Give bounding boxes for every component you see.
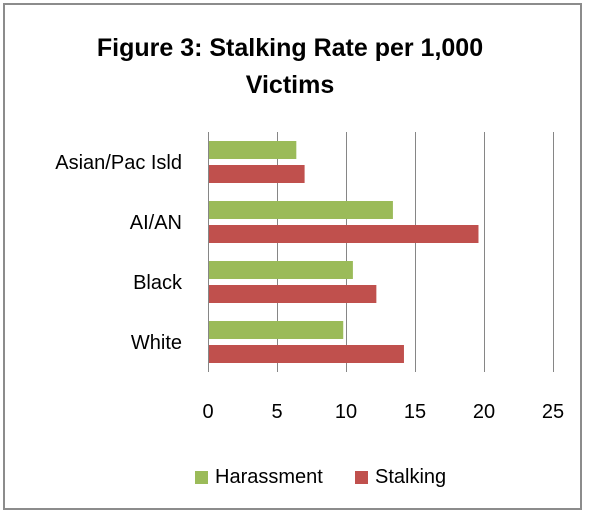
stalking-bar [209, 225, 479, 243]
y-tick-label: Black [133, 272, 183, 294]
chart-frame [3, 3, 582, 510]
harassment-bar [209, 321, 344, 339]
chart-title: Figure 3: Stalking Rate per 1,000 Victim… [40, 30, 540, 104]
x-tick-label: 0 [202, 401, 213, 423]
legend-label-stalking: Stalking [375, 466, 447, 488]
harassment-bar [209, 141, 297, 159]
legend-label-harassment: Harassment [215, 466, 323, 488]
y-tick-label: Asian/Pac Isld [55, 152, 182, 174]
legend-item-harassment: Harassment [195, 466, 323, 489]
legend-swatch-harassment [195, 471, 208, 484]
x-tick-label: 20 [473, 401, 495, 423]
y-tick-label: AI/AN [130, 212, 182, 234]
chart-title-line-1: Figure 3: Stalking Rate per 1,000 [96, 34, 484, 62]
legend-item-stalking: Stalking [355, 466, 446, 489]
harassment-bar [209, 261, 353, 279]
stalking-bar [209, 345, 404, 363]
legend-swatch-stalking [355, 471, 368, 484]
x-tick-label: 10 [335, 401, 357, 423]
x-tick-label: 5 [271, 401, 282, 423]
harassment-bar [209, 201, 393, 219]
y-tick-label: White [131, 332, 182, 354]
x-tick-label: 15 [404, 401, 426, 423]
chart-legend: Harassment Stalking [0, 466, 589, 496]
stalking-bar [209, 285, 377, 303]
stalking-bar [209, 165, 305, 183]
chart-title-line-2: Victims [245, 71, 335, 99]
x-tick-label: 25 [542, 401, 564, 423]
